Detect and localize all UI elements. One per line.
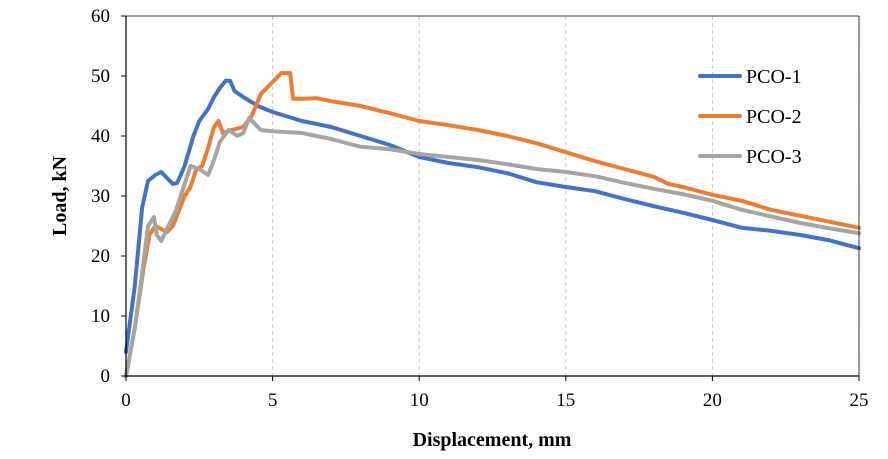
x-tick-label: 10 (410, 390, 429, 411)
y-tick-label: 40 (91, 126, 110, 147)
series-line-pco-2 (124, 71, 861, 378)
legend-label-pco-2: PCO-2 (746, 106, 802, 128)
x-tick-labels: 0 5 10 15 20 25 (121, 376, 869, 411)
y-tick-label: 10 (91, 306, 110, 327)
y-tick-labels: 0 10 20 30 40 50 60 (91, 6, 126, 387)
y-tick-label: 20 (91, 246, 110, 267)
y-tick-label: 30 (91, 186, 110, 207)
y-axis-title: Load, kN (49, 155, 71, 236)
legend-label-pco-1: PCO-1 (746, 66, 802, 88)
series-line-pco-3 (124, 116, 861, 378)
series-line-pco-1 (124, 78, 861, 354)
series-lines (124, 71, 861, 378)
y-tick-label: 0 (101, 366, 111, 387)
x-tick-label: 5 (268, 390, 278, 411)
x-axis-title: Displacement, mm (413, 429, 572, 451)
x-tick-label: 15 (556, 390, 575, 411)
y-tick-label: 50 (91, 66, 110, 87)
legend-label-pco-3: PCO-3 (746, 146, 802, 168)
legend: PCO-1 PCO-2 PCO-3 (698, 66, 802, 168)
x-tick-label: 20 (703, 390, 722, 411)
x-tick-label: 25 (850, 390, 869, 411)
x-tick-label: 0 (121, 390, 131, 411)
y-tick-label: 60 (91, 6, 110, 27)
